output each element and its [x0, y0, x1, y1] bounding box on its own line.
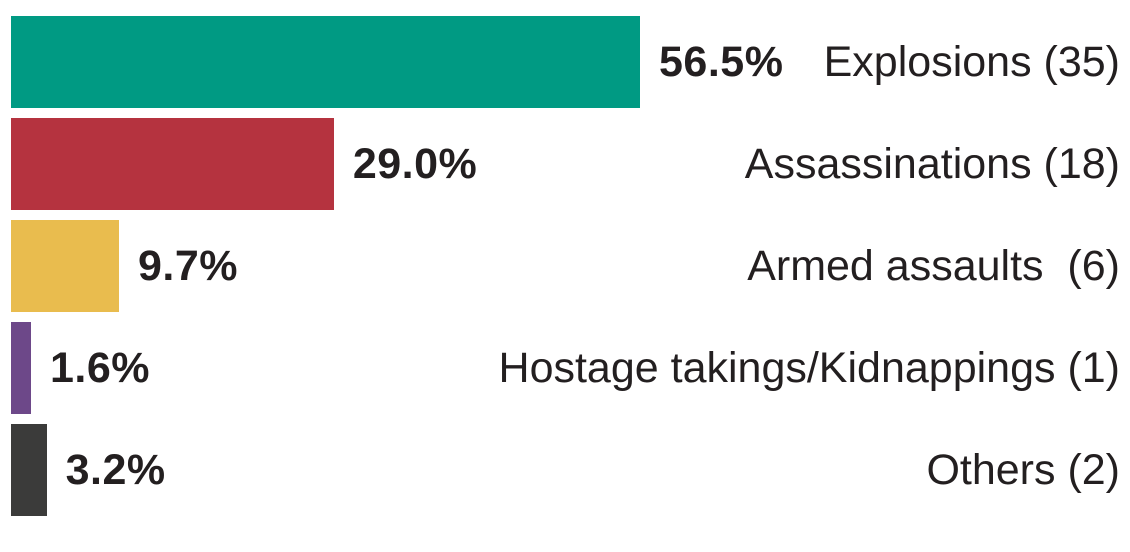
bar-armed-assaults	[11, 220, 119, 312]
category-label-assassinations: Assassinations (18)	[744, 139, 1120, 188]
value-label-hostage-takings: 1.6%	[50, 343, 151, 392]
bar-hostage-takings	[11, 322, 31, 414]
value-label-assassinations: 29.0%	[352, 139, 478, 188]
category-label-hostage-takings: Hostage takings/Kidnappings (1)	[498, 343, 1120, 392]
bar-row-explosions: 56.5% Explosions (35)	[0, 16, 1130, 108]
value-label-others: 3.2%	[65, 445, 166, 494]
value-label-explosions: 56.5%	[659, 37, 784, 86]
value-label-armed-assaults: 9.7%	[137, 241, 238, 290]
bar-explosions	[11, 16, 640, 108]
bar-row-armed-assaults: 9.7% Armed assaults (6)	[0, 220, 1130, 312]
category-label-armed-assaults: Armed assaults (6)	[747, 241, 1120, 290]
category-label-others: Others (2)	[926, 445, 1120, 494]
bar-row-assassinations: 29.0% Assassinations (18)	[0, 118, 1130, 210]
bar-assassinations	[11, 118, 334, 210]
bar-others	[11, 424, 47, 516]
bar-row-hostage-takings: 1.6% Hostage takings/Kidnappings (1)	[0, 322, 1130, 414]
category-label-explosions: Explosions (35)	[823, 37, 1120, 86]
bar-row-others: 3.2% Others (2)	[0, 424, 1130, 516]
